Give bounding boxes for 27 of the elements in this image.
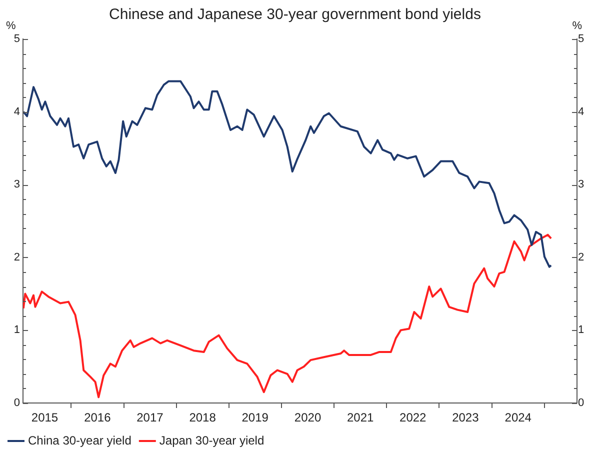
y2-tick-label: 0 xyxy=(578,397,584,410)
y-tick-label: 1 xyxy=(14,324,20,336)
legend-label: Japan 30-year yield xyxy=(159,433,264,448)
y-tick-label: 3 xyxy=(14,178,20,191)
x-tick-label: 2018 xyxy=(189,410,216,425)
y-tick-label: 2 xyxy=(14,251,20,264)
y2-tick-label: 3 xyxy=(578,178,584,191)
y-tick-label: 0 xyxy=(14,397,20,410)
chart-title: Chinese and Japanese 30-year government bond yields xyxy=(109,6,481,23)
x-tick-label: 2020 xyxy=(294,410,322,425)
y-tick-label: 5 xyxy=(14,33,20,46)
x-tick-label: 2019 xyxy=(242,410,269,425)
legend-label: China 30-year yield xyxy=(28,433,132,448)
y2-tick-label: 4 xyxy=(578,106,584,118)
x-tick-label: 2023 xyxy=(452,410,480,425)
x-tick-label: 2021 xyxy=(346,410,374,425)
y-axis-title: % xyxy=(6,20,16,32)
x-tick-label: 2016 xyxy=(84,410,112,425)
y2-tick-label: 2 xyxy=(578,251,584,264)
y-tick-label: 4 xyxy=(14,106,20,118)
x-tick-label: 2015 xyxy=(31,410,58,425)
y2-axis-title: % xyxy=(572,20,582,32)
x-tick-label: 2022 xyxy=(400,410,427,425)
y2-tick-label: 1 xyxy=(578,324,584,336)
y2-tick-label: 5 xyxy=(578,33,584,46)
x-tick-label: 2017 xyxy=(136,410,164,425)
x-tick-label: 2024 xyxy=(504,410,532,425)
